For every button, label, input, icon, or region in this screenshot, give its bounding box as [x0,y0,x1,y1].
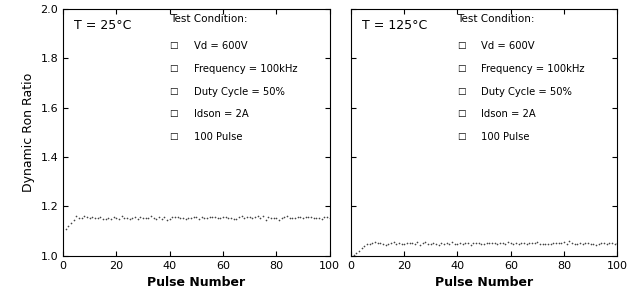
Text: Test Condition:: Test Condition: [169,14,247,24]
Text: Test Condition:: Test Condition: [457,14,535,24]
Text: T = 25°C: T = 25°C [74,19,131,32]
Text: Duty Cycle = 50%: Duty Cycle = 50% [193,86,285,97]
Text: □: □ [457,86,466,95]
Text: 100 Pulse: 100 Pulse [481,132,530,142]
Text: □: □ [169,132,178,141]
Text: □: □ [457,64,466,73]
Text: Vd = 600V: Vd = 600V [481,41,535,51]
Text: □: □ [169,86,178,95]
Text: 100 Pulse: 100 Pulse [193,132,242,142]
Text: Frequency = 100kHz: Frequency = 100kHz [193,64,297,74]
Text: T = 125°C: T = 125°C [362,19,427,32]
Text: □: □ [169,41,178,50]
Text: Frequency = 100kHz: Frequency = 100kHz [481,64,585,74]
Text: □: □ [457,132,466,141]
Text: Vd = 600V: Vd = 600V [193,41,247,51]
Text: Idson = 2A: Idson = 2A [193,109,248,119]
X-axis label: Pulse Number: Pulse Number [147,276,245,289]
Text: □: □ [457,41,466,50]
Text: Duty Cycle = 50%: Duty Cycle = 50% [481,86,572,97]
Text: □: □ [457,109,466,118]
Text: □: □ [169,109,178,118]
Y-axis label: Dynamic Ron Ratio: Dynamic Ron Ratio [22,73,35,192]
X-axis label: Pulse Number: Pulse Number [435,276,533,289]
Text: Idson = 2A: Idson = 2A [481,109,536,119]
Text: □: □ [169,64,178,73]
